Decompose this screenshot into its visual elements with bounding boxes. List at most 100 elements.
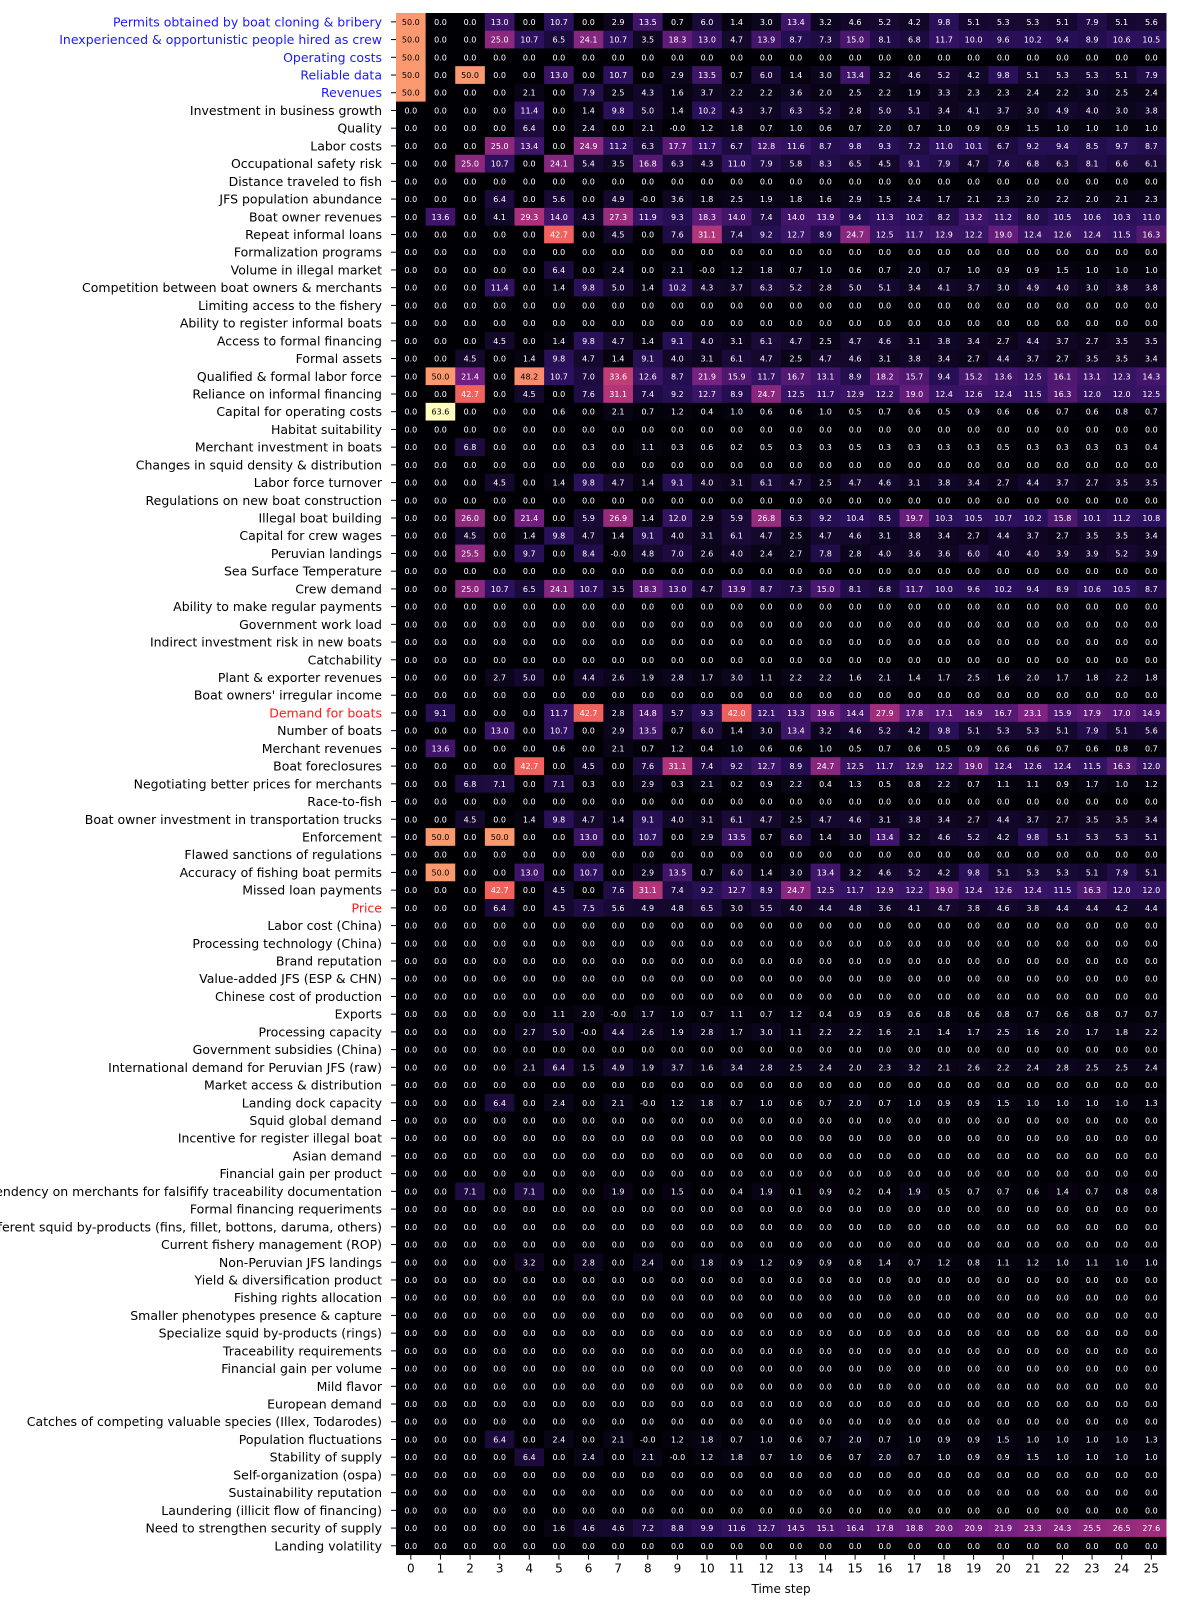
- cell-value-label: 0.0: [404, 904, 417, 913]
- cell-value-label: 5.3: [997, 18, 1010, 27]
- cell-value-label: 0.0: [523, 408, 536, 417]
- cell-value-label: 0.0: [671, 319, 684, 328]
- cell-value-label: 0.0: [878, 496, 891, 505]
- cell-value-label: 0.0: [434, 1524, 447, 1533]
- heatmap-cell: [988, 137, 1019, 156]
- cell-value-label: 0.8: [1115, 1187, 1128, 1196]
- cell-value-label: 1.4: [612, 815, 625, 824]
- cell-value-label: 0.0: [938, 1241, 951, 1250]
- cell-value-label: 0.0: [819, 1081, 832, 1090]
- cell-value-label: 0.0: [582, 1170, 595, 1179]
- cell-value-label: 2.0: [1056, 1028, 1069, 1037]
- cell-value-label: 0.0: [878, 1365, 891, 1374]
- cell-value-label: 1.0: [1056, 1453, 1069, 1462]
- cell-value-label: 0.0: [434, 1152, 447, 1161]
- cell-value-label: 0.0: [967, 1081, 980, 1090]
- cell-value-label: 10.2: [1024, 36, 1042, 45]
- cell-value-label: 0.0: [1056, 1294, 1069, 1303]
- cell-value-label: 0.0: [701, 319, 714, 328]
- cell-value-label: 5.1: [1145, 868, 1158, 877]
- heatmap-cell: [1077, 154, 1108, 173]
- heatmap-cell: [721, 83, 752, 102]
- heatmap-cell: [810, 83, 841, 102]
- cell-value-label: 0.9: [967, 744, 980, 753]
- cell-value-label: 12.4: [935, 390, 953, 399]
- cell-value-label: 0.0: [908, 851, 921, 860]
- cell-value-label: 0.0: [1145, 656, 1158, 665]
- cell-value-label: 0.0: [908, 922, 921, 931]
- heatmap-cell: [751, 154, 782, 173]
- heatmap-cell: [425, 30, 456, 49]
- x-tick-label: 17: [907, 1562, 922, 1576]
- cell-value-label: 8.1: [849, 585, 862, 594]
- heatmap-cell: [1106, 119, 1137, 138]
- cell-value-label: 4.5: [464, 815, 477, 824]
- cell-value-label: 0.0: [464, 1276, 477, 1285]
- heatmap-cell: [544, 154, 575, 173]
- cell-value-label: 0.0: [730, 461, 743, 470]
- cell-value-label: 10.7: [550, 18, 568, 27]
- cell-value-label: 0.0: [671, 833, 684, 842]
- row-label: Boat owner investment in transportation …: [85, 812, 382, 827]
- cell-value-label: 0.0: [1026, 567, 1039, 576]
- cell-value-label: 3.7: [1026, 532, 1039, 541]
- heatmap-cell: [840, 137, 871, 156]
- cell-value-label: 0.0: [404, 674, 417, 683]
- cell-value-label: 0.0: [1056, 1223, 1069, 1232]
- cell-value-label: 7.6: [641, 762, 654, 771]
- cell-value-label: 0.0: [612, 922, 625, 931]
- cell-value-label: 0.0: [908, 1134, 921, 1143]
- cell-value-label: 2.9: [701, 514, 714, 523]
- cell-value-label: 0.5: [849, 443, 862, 452]
- cell-value-label: 0.0: [464, 939, 477, 948]
- cell-value-label: 9.1: [434, 709, 447, 718]
- cell-value-label: 0.0: [493, 815, 506, 824]
- cell-value-label: 0.0: [1115, 603, 1128, 612]
- cell-value-label: 0.0: [404, 1028, 417, 1037]
- heatmap-cell: [751, 13, 782, 32]
- cell-value-label: 2.2: [938, 780, 951, 789]
- cell-value-label: 5.1: [1115, 71, 1128, 80]
- cell-value-label: 12.4: [1054, 762, 1072, 771]
- heatmap-cell: [1136, 154, 1167, 173]
- cell-value-label: 0.9: [997, 266, 1010, 275]
- cell-value-label: 0.0: [1086, 1117, 1099, 1126]
- cell-value-label: 3.8: [967, 904, 980, 913]
- cell-value-label: 12.2: [876, 390, 894, 399]
- cell-value-label: 0.0: [671, 1205, 684, 1214]
- cell-value-label: 0.0: [582, 1382, 595, 1391]
- cell-value-label: 24.7: [787, 886, 805, 895]
- cell-value-label: 13.5: [728, 833, 746, 842]
- cell-value-label: 0.4: [701, 744, 714, 753]
- cell-value-label: 0.0: [464, 36, 477, 45]
- cell-value-label: 0.0: [641, 1471, 654, 1480]
- cell-value-label: 0.0: [1115, 620, 1128, 629]
- heatmap-cell: [988, 13, 1019, 32]
- cell-value-label: 4.3: [701, 160, 714, 169]
- cell-value-label: 0.0: [849, 1205, 862, 1214]
- cell-value-label: 0.0: [434, 195, 447, 204]
- cell-value-label: 9.8: [582, 284, 595, 293]
- heatmap-cell: [662, 83, 693, 102]
- cell-value-label: 2.4: [1026, 1063, 1039, 1072]
- cell-value-label: 6.1: [760, 479, 773, 488]
- cell-value-label: 1.7: [1056, 674, 1069, 683]
- cell-value-label: 0.0: [701, 638, 714, 647]
- cell-value-label: 0.7: [671, 727, 684, 736]
- cell-value-label: 1.8: [1115, 1028, 1128, 1037]
- cell-value-label: 3.5: [1115, 479, 1128, 488]
- cell-value-label: 0.0: [464, 1329, 477, 1338]
- cell-value-label: 0.0: [523, 461, 536, 470]
- cell-value-label: 0.0: [1026, 1400, 1039, 1409]
- cell-value-label: 42.0: [728, 709, 746, 718]
- cell-value-label: 0.0: [1145, 1046, 1158, 1055]
- cell-value-label: 11.3: [876, 213, 894, 222]
- cell-value-label: 0.0: [434, 142, 447, 151]
- heatmap-cell: [514, 119, 545, 138]
- cell-value-label: 3.4: [938, 815, 951, 824]
- cell-value-label: 2.0: [878, 1453, 891, 1462]
- cell-value-label: 6.8: [464, 780, 477, 789]
- cell-value-label: 0.0: [404, 1453, 417, 1462]
- cell-value-label: 0.0: [1056, 1170, 1069, 1179]
- cell-value-label: 0.0: [582, 301, 595, 310]
